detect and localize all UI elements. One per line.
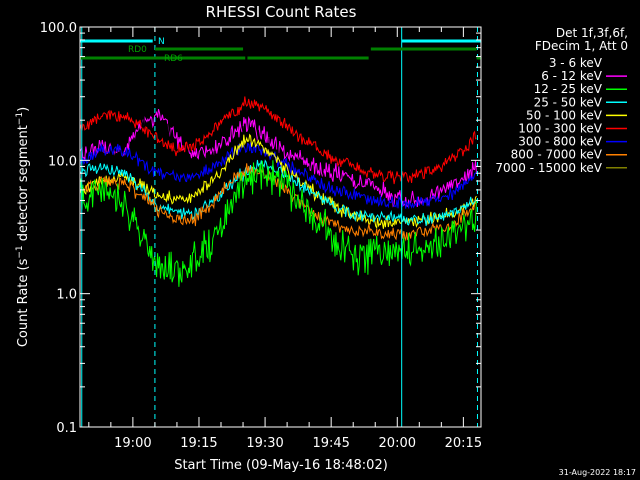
- legend-header-line: Det 1f,3f,6f,: [556, 26, 628, 40]
- x-axis-label: Start Time (09-May-16 18:48:02): [174, 458, 388, 473]
- y-axis-label-part: Count Rate (s: [16, 258, 31, 347]
- legend-label: 12 - 25 keV: [534, 82, 603, 96]
- flag-bar-rd6-1: [80, 56, 246, 60]
- x-tick-label: 20:00: [379, 436, 416, 451]
- legend-label: 300 - 800 keV: [518, 135, 602, 149]
- flag-bar-rd6-3: [476, 56, 481, 60]
- flag-label-rd6: RD6: [164, 54, 183, 64]
- series-line-12-25-kev: [79, 160, 477, 287]
- legend-label: 3 - 6 keV: [549, 56, 603, 70]
- flag-bar-rd6-2: [247, 56, 369, 60]
- plot-area: N RD0 RD6 0.1 1.0 10.0 100.0 19:00 19:15 19:30 19:…: [40, 21, 482, 451]
- footer-timestamp: 31-Aug-2022 18:17: [559, 468, 636, 477]
- flag-bar-n-2: [401, 39, 481, 43]
- y-axis-label-text: Count Rate (s−1 detector segment−1): [15, 107, 31, 347]
- series-line-3-6-kev: [79, 114, 477, 313]
- y-tick-label: 10.0: [48, 154, 77, 169]
- x-tick-label: 19:30: [246, 436, 283, 451]
- chart-title: RHESSI Count Rates: [206, 3, 357, 21]
- flag-label-n: N: [158, 37, 165, 47]
- series-line-800-7000-kev: [79, 163, 477, 242]
- plot-frame: [79, 26, 482, 428]
- flag-bar-rd0-1: [154, 47, 244, 51]
- y-axis-label-part: −1: [15, 245, 25, 258]
- legend-label: 50 - 100 keV: [526, 108, 603, 122]
- y-axis-label: Count Rate (s−1 detector segment−1): [15, 107, 31, 347]
- y-tick-label: 0.1: [56, 421, 77, 436]
- legend-label: 800 - 7000 keV: [511, 148, 603, 162]
- flag-label-rd0: RD0: [128, 45, 147, 55]
- y-tick-label: 1.0: [56, 288, 77, 303]
- y-axis-label-part: detector segment: [16, 125, 31, 245]
- y-tick-label: 100.0: [40, 21, 77, 36]
- series-line-300-800-kev: [79, 142, 477, 209]
- x-tick-label: 19:00: [114, 436, 151, 451]
- x-tick-label: 20:15: [445, 436, 482, 451]
- x-tick-label: 19:15: [180, 436, 217, 451]
- legend-header-line: FDecim 1, Att 0: [535, 39, 628, 53]
- x-tick-label: 19:45: [312, 436, 349, 451]
- legend-label: 25 - 50 keV: [534, 95, 603, 109]
- y-axis-label-part: ): [16, 107, 31, 112]
- flag-bar-n-1: [80, 39, 153, 43]
- series-line-100-300-kev: [79, 96, 477, 185]
- legend-label: 7000 - 15000 keV: [495, 161, 602, 175]
- flag-bar-rd0-2: [370, 47, 477, 51]
- legend-label: 100 - 300 keV: [518, 122, 602, 136]
- y-axis-label-part: −1: [15, 112, 25, 125]
- legend-label: 6 - 12 keV: [541, 69, 603, 83]
